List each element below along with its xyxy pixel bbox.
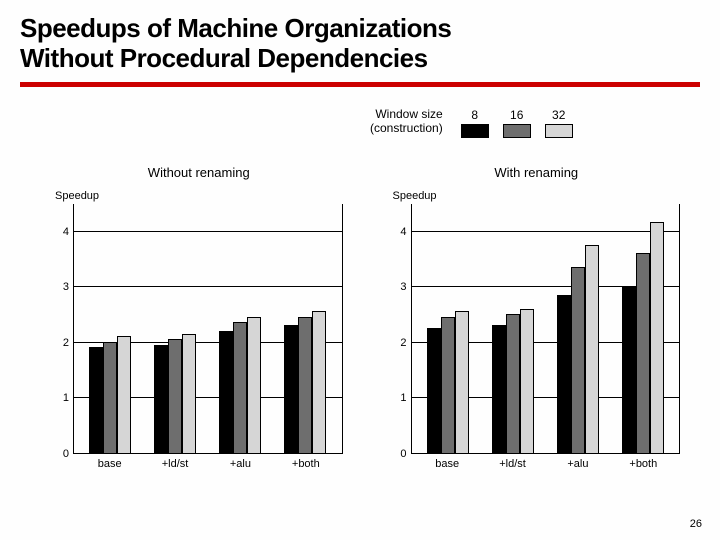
bar <box>506 314 520 453</box>
y-tick: 2 <box>400 337 406 349</box>
x-axis-labels: base+ld/st+alu+both <box>55 458 343 470</box>
bar <box>492 325 506 453</box>
bar-group <box>610 222 675 453</box>
x-tick-label: +ld/st <box>480 458 545 470</box>
bar <box>182 334 196 453</box>
bar <box>650 222 664 453</box>
y-tick: 0 <box>400 448 406 460</box>
legend-item-label: 16 <box>503 108 531 122</box>
legend-item-label: 32 <box>545 108 573 122</box>
x-tick-label: +ld/st <box>142 458 207 470</box>
x-tick-label: base <box>77 458 142 470</box>
legend-label: Window size (construction) <box>370 108 443 136</box>
x-tick-label: +both <box>611 458 676 470</box>
chart-panels: Without renamingSpeedup01234base+ld/st+a… <box>55 165 680 470</box>
y-tick: 4 <box>400 226 406 238</box>
title-line-1: Speedups of Machine Organizations <box>20 13 451 43</box>
bar-group <box>545 245 610 453</box>
legend-item: 16 <box>503 108 531 138</box>
legend-label-l1: Window size <box>375 107 442 121</box>
x-tick-label: +alu <box>545 458 610 470</box>
bar-group <box>480 309 545 453</box>
bar <box>636 253 650 453</box>
title-underline <box>20 82 700 87</box>
legend-swatch <box>545 124 573 138</box>
bar <box>455 311 469 453</box>
plot-area: 01234 <box>393 204 681 454</box>
bar <box>154 345 168 453</box>
legend-item: 8 <box>461 108 489 138</box>
bars-row <box>74 204 342 453</box>
page-number: 26 <box>690 518 702 530</box>
bar <box>103 342 117 453</box>
y-tick: 3 <box>400 281 406 293</box>
bar-group <box>78 336 143 453</box>
title-line-2: Without Procedural Dependencies <box>20 43 428 73</box>
bar <box>168 339 182 453</box>
bar <box>219 331 233 453</box>
bar <box>441 317 455 453</box>
bar <box>622 286 636 453</box>
y-tick: 1 <box>63 392 69 404</box>
legend-swatches: 8 16 32 <box>461 108 573 138</box>
x-axis-labels: base+ld/st+alu+both <box>393 458 681 470</box>
bar <box>298 317 312 453</box>
bar-group <box>208 317 273 453</box>
x-tick-label: +alu <box>208 458 273 470</box>
y-axis: 01234 <box>55 204 73 454</box>
x-tick-label: +both <box>273 458 338 470</box>
y-axis-label: Speedup <box>393 190 681 202</box>
chart-panel: Without renaming Speedup 0 1 2 3 4 base+ld/st+a… <box>55 165 343 470</box>
y-tick: 2 <box>63 337 69 349</box>
y-tick: 3 <box>63 281 69 293</box>
bar <box>557 295 571 453</box>
legend: Window size (construction) 8 16 32 <box>370 108 573 138</box>
bar <box>571 267 585 453</box>
y-tick: 0 <box>63 448 69 460</box>
plot <box>411 204 681 454</box>
y-axis-label: Speedup <box>55 190 343 202</box>
y-tick: 4 <box>63 226 69 238</box>
x-tick-label: base <box>415 458 480 470</box>
bars-row <box>412 204 680 453</box>
bar-group <box>416 311 481 453</box>
legend-swatch <box>461 124 489 138</box>
bar <box>312 311 326 453</box>
chart-panel: With renaming Speedup 0 1 2 3 4 base+ld/st+alu+… <box>393 165 681 470</box>
bar <box>117 336 131 453</box>
plot-area: 01234 <box>55 204 343 454</box>
bar-group <box>143 334 208 453</box>
panel-title: Without renaming <box>55 165 343 180</box>
bar <box>427 328 441 453</box>
panel-title: With renaming <box>393 165 681 180</box>
bar-group <box>273 311 338 453</box>
bar <box>233 322 247 453</box>
legend-swatch <box>503 124 531 138</box>
legend-label-l2: (construction) <box>370 121 443 135</box>
y-tick: 1 <box>400 392 406 404</box>
legend-item-label: 8 <box>461 108 489 122</box>
bar <box>520 309 534 453</box>
legend-item: 32 <box>545 108 573 138</box>
bar <box>284 325 298 453</box>
bar <box>585 245 599 453</box>
y-axis: 01234 <box>393 204 411 454</box>
plot <box>73 204 343 454</box>
slide-title: Speedups of Machine Organizations Withou… <box>0 0 720 80</box>
bar <box>247 317 261 453</box>
bar <box>89 347 103 453</box>
